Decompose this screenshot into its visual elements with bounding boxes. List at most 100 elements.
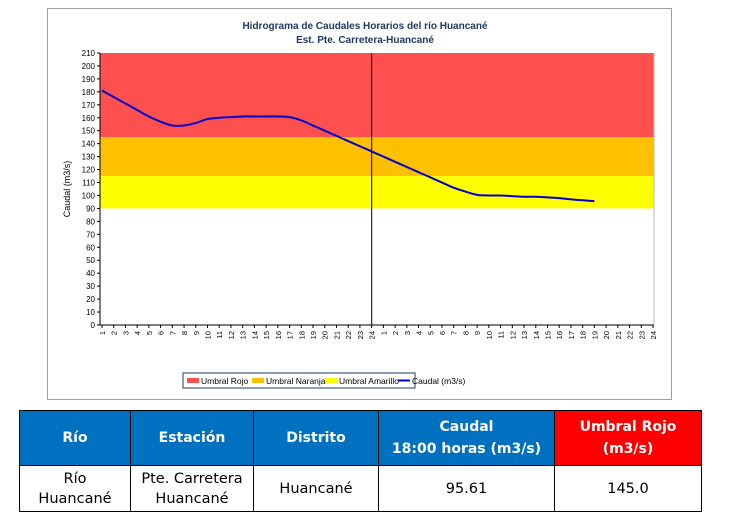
x-tick-label: 4 <box>133 331 142 335</box>
y-tick-label: 200 <box>82 62 96 71</box>
cell-rio: Río Huancané <box>19 465 131 512</box>
x-tick-label: 11 <box>497 331 506 339</box>
y-tick-label: 210 <box>82 49 96 58</box>
y-tick-label: 160 <box>82 114 96 123</box>
chart-subtitle: Est. Pte. Carretera-Huancané <box>296 35 434 46</box>
x-tick-label: 20 <box>602 331 611 339</box>
y-tick-label: 110 <box>82 179 95 188</box>
x-tick-label: 8 <box>461 331 470 335</box>
header-umbral-line2: (m3/s) <box>602 441 654 457</box>
band-umbral-amarillo <box>100 176 654 209</box>
x-tick-label: 22 <box>626 331 635 339</box>
x-tick-label: 5 <box>426 331 435 335</box>
x-tick-label: 24 <box>649 331 658 339</box>
x-tick-label: 18 <box>579 331 588 339</box>
x-tick-label: 21 <box>332 331 341 339</box>
band-umbral-naranja <box>100 137 654 177</box>
y-tick-label: 170 <box>82 101 96 110</box>
y-tick-label: 30 <box>86 282 95 291</box>
x-tick-label: 22 <box>344 331 353 339</box>
chart-title: Hidrograma de Caudales Horarios del río … <box>242 21 488 32</box>
y-tick-label: 50 <box>86 256 95 265</box>
x-tick-label: 23 <box>356 331 365 339</box>
header-rio: Río <box>19 410 131 466</box>
x-tick-label: 14 <box>532 331 541 339</box>
x-tick-label: 15 <box>262 331 271 339</box>
band-umbral-rojo <box>100 53 654 138</box>
y-tick-label: 60 <box>86 243 95 252</box>
x-tick-label: 6 <box>157 331 166 335</box>
x-tick-label: 14 <box>250 331 259 339</box>
cell-rio-l2: Huancané <box>38 490 112 507</box>
header-caudal: Caudal 18:00 horas (m3/s) <box>378 410 555 466</box>
cell-rio-l1: Río <box>63 470 87 487</box>
y-tick-label: 190 <box>82 75 96 84</box>
y-tick-label: 180 <box>82 88 96 97</box>
header-umbral-line1: Umbral Rojo <box>579 419 677 435</box>
x-tick-label: 17 <box>567 331 576 339</box>
x-tick-label: 19 <box>309 331 318 339</box>
x-tick-label: 10 <box>485 331 494 339</box>
y-tick-label: 130 <box>82 153 96 162</box>
y-tick-label: 90 <box>86 204 95 213</box>
y-tick-label: 150 <box>82 127 96 136</box>
x-tick-label: 13 <box>239 331 248 339</box>
x-tick-label: 2 <box>391 331 400 335</box>
x-tick-label: 3 <box>121 331 130 335</box>
header-caudal-line1: Caudal <box>439 419 494 435</box>
header-caudal-line2: 18:00 horas (m3/s) <box>391 441 542 457</box>
x-tick-label: 3 <box>403 331 412 335</box>
cell-distrito: Huancané <box>253 465 379 512</box>
y-tick-label: 40 <box>86 269 95 278</box>
legend-swatch <box>187 378 199 383</box>
y-tick-label: 0 <box>91 321 96 330</box>
x-tick-label: 9 <box>473 331 482 335</box>
legend-swatch <box>252 378 264 383</box>
legend-label: Caudal (m3/s) <box>412 376 466 386</box>
x-tick-label: 1 <box>379 331 388 335</box>
x-tick-label: 17 <box>286 331 295 339</box>
x-tick-label: 2 <box>110 331 119 335</box>
cell-caudal: 95.61 <box>378 465 555 512</box>
y-tick-label: 120 <box>82 166 96 175</box>
hydrograph-chart: Hidrograma de Caudales Horarios del río … <box>62 21 658 389</box>
x-tick-label: 12 <box>508 331 517 339</box>
y-axis-label: Caudal (m3/s) <box>62 161 72 218</box>
x-tick-label: 6 <box>438 331 447 335</box>
x-tick-label: 12 <box>227 331 236 339</box>
x-tick-label: 15 <box>543 331 552 339</box>
x-tick-label: 21 <box>614 331 623 339</box>
y-tick-label: 140 <box>82 140 96 149</box>
chart-frame <box>47 8 672 400</box>
header-umbral-rojo: Umbral Rojo (m3/s) <box>554 410 702 466</box>
cell-estacion-l1: Pte. Carretera <box>141 470 243 487</box>
x-tick-label: 24 <box>368 331 377 339</box>
y-tick-label: 100 <box>82 191 96 200</box>
y-tick-label: 10 <box>86 308 95 317</box>
x-tick-label: 16 <box>274 331 283 339</box>
x-tick-label: 7 <box>168 331 177 335</box>
legend-box <box>182 372 416 389</box>
x-tick-label: 16 <box>555 331 564 339</box>
y-tick-label: 70 <box>86 230 95 239</box>
x-tick-label: 18 <box>297 331 306 339</box>
x-tick-label: 5 <box>145 331 154 335</box>
x-tick-label: 9 <box>192 331 201 335</box>
x-tick-label: 10 <box>204 331 213 339</box>
x-tick-label: 23 <box>637 331 646 339</box>
x-tick-label: 11 <box>215 331 224 339</box>
legend-label: Umbral Naranja <box>266 376 326 386</box>
x-tick-label: 20 <box>321 331 330 339</box>
summary-table: Río Estación Distrito Caudal 18:00 horas … <box>19 410 702 512</box>
x-tick-label: 8 <box>180 331 189 335</box>
header-estacion: Estación <box>130 410 254 466</box>
x-tick-label: 4 <box>415 331 424 335</box>
table-row: Río Huancané Pte. Carretera Huancané Huanc… <box>19 465 702 512</box>
legend-swatch <box>325 378 337 383</box>
legend-label: Umbral Rojo <box>201 376 249 386</box>
cell-estacion: Pte. Carretera Huancané <box>130 465 254 512</box>
legend-label: Umbral Amarillo <box>339 376 399 386</box>
cell-estacion-l2: Huancané <box>155 490 229 507</box>
x-tick-label: 13 <box>520 331 529 339</box>
cell-umbral-rojo: 145.0 <box>554 465 702 512</box>
